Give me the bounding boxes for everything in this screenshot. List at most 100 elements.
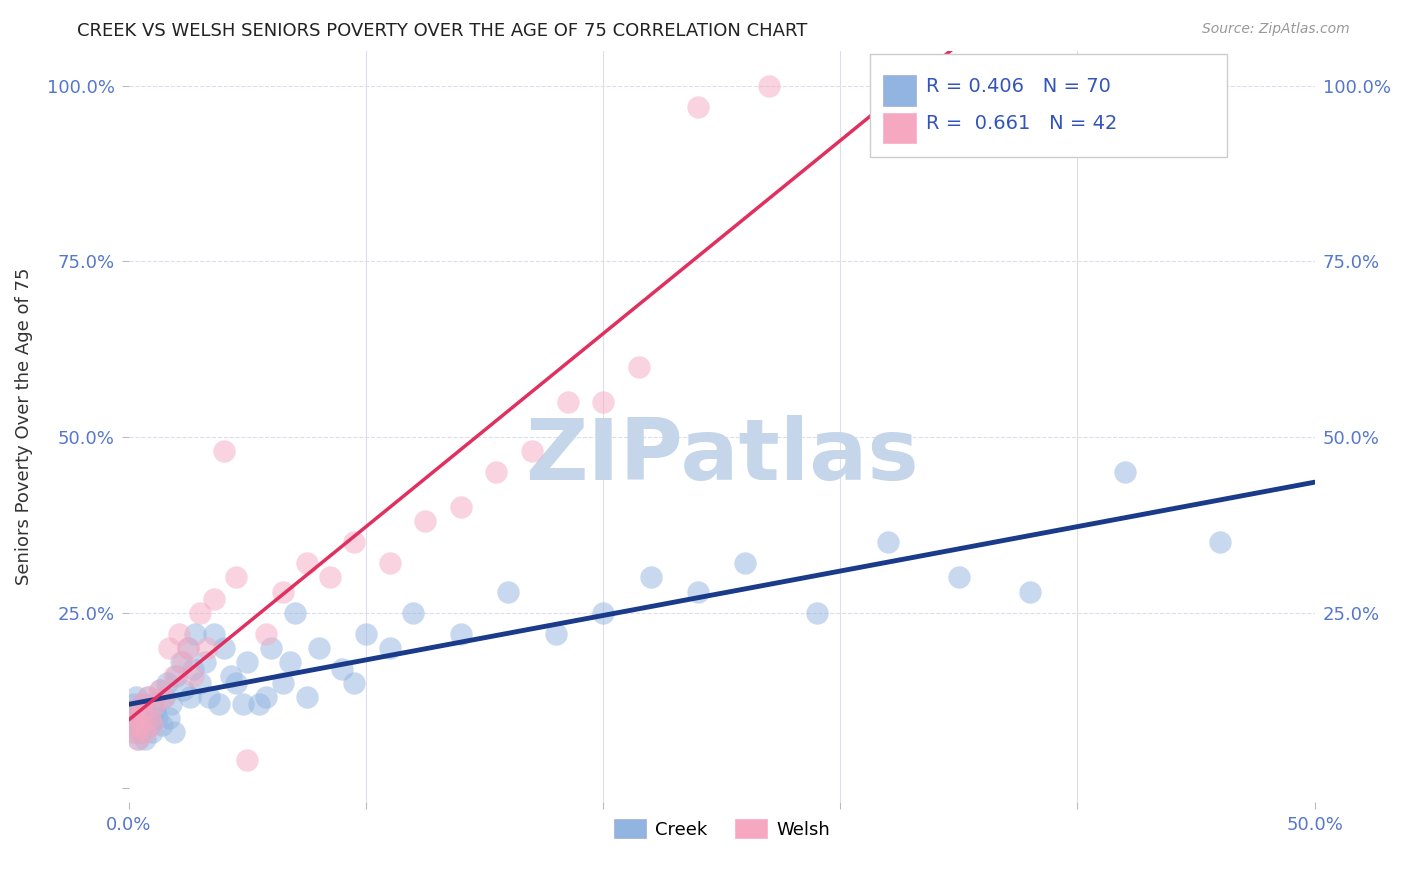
Point [184,626,207,640]
Point [150,718,173,732]
Point [208,697,231,711]
Point [146,711,169,725]
Point [195,640,218,655]
Point [157,711,180,725]
Point [330,662,353,676]
Point [122,697,145,711]
Point [236,753,259,767]
Point [1209,535,1232,549]
Point [134,732,156,747]
Point [640,570,662,584]
Point [592,395,614,409]
Point [485,465,508,479]
Point [343,535,366,549]
Point [132,704,155,718]
Point [295,557,318,571]
Text: CREEK VS WELSH SENIORS POVERTY OVER THE AGE OF 75 CORRELATION CHART: CREEK VS WELSH SENIORS POVERTY OVER THE … [77,22,807,40]
Point [129,725,152,739]
Point [278,655,301,669]
Point [122,725,145,739]
Point [129,718,152,732]
Point [139,718,162,732]
Point [177,640,200,655]
Point [202,591,225,606]
Point [627,359,650,374]
Point [163,669,186,683]
Point [212,444,235,458]
Point [136,711,159,725]
Point [295,690,318,704]
Point [181,669,204,683]
Point [177,640,200,655]
Point [149,682,172,697]
Point [734,557,756,571]
Text: Source: ZipAtlas.com: Source: ZipAtlas.com [1202,22,1350,37]
Point [172,655,194,669]
Point [592,606,614,620]
Point [260,640,283,655]
Point [413,514,436,528]
Point [198,690,221,704]
Point [188,676,211,690]
Y-axis label: Seniors Poverty Over the Age of 75: Seniors Poverty Over the Age of 75 [15,268,32,585]
Point [181,662,204,676]
Point [153,690,176,704]
FancyBboxPatch shape [870,54,1227,157]
Point [354,626,377,640]
Point [129,711,152,725]
Point [948,570,970,584]
Point [134,704,156,718]
Point [127,732,149,747]
Point [156,676,179,690]
Point [122,704,145,718]
Point [170,655,193,669]
Point [450,500,472,515]
Point [125,690,148,704]
Point [236,655,259,669]
Point [378,557,401,571]
Point [179,690,201,704]
Point [188,606,211,620]
Point [132,697,155,711]
Point [165,669,187,683]
Point [686,100,709,114]
Point [143,697,166,711]
Point [308,640,330,655]
Point [202,626,225,640]
Point [271,676,294,690]
Point [225,570,247,584]
Point [129,697,152,711]
Legend: Creek, Welsh: Creek, Welsh [606,812,837,846]
Point [271,584,294,599]
Point [758,78,780,93]
Point [125,711,148,725]
Point [343,676,366,690]
Point [284,606,307,620]
Point [125,725,148,739]
FancyBboxPatch shape [883,113,917,143]
Point [160,697,183,711]
Point [876,535,898,549]
Point [136,690,159,704]
Point [120,711,142,725]
Point [141,725,163,739]
Point [378,640,401,655]
Point [1114,465,1136,479]
Point [319,570,342,584]
Point [120,718,142,732]
Point [254,626,277,640]
Point [247,697,270,711]
Point [153,690,176,704]
Point [402,606,425,620]
Point [450,626,472,640]
Point [149,682,172,697]
Point [172,682,194,697]
Point [219,669,242,683]
Point [1019,584,1042,599]
Point [254,690,277,704]
Point [194,655,217,669]
Point [544,626,567,640]
Point [225,676,247,690]
Point [557,395,579,409]
Text: ZIPatlas: ZIPatlas [524,415,918,498]
